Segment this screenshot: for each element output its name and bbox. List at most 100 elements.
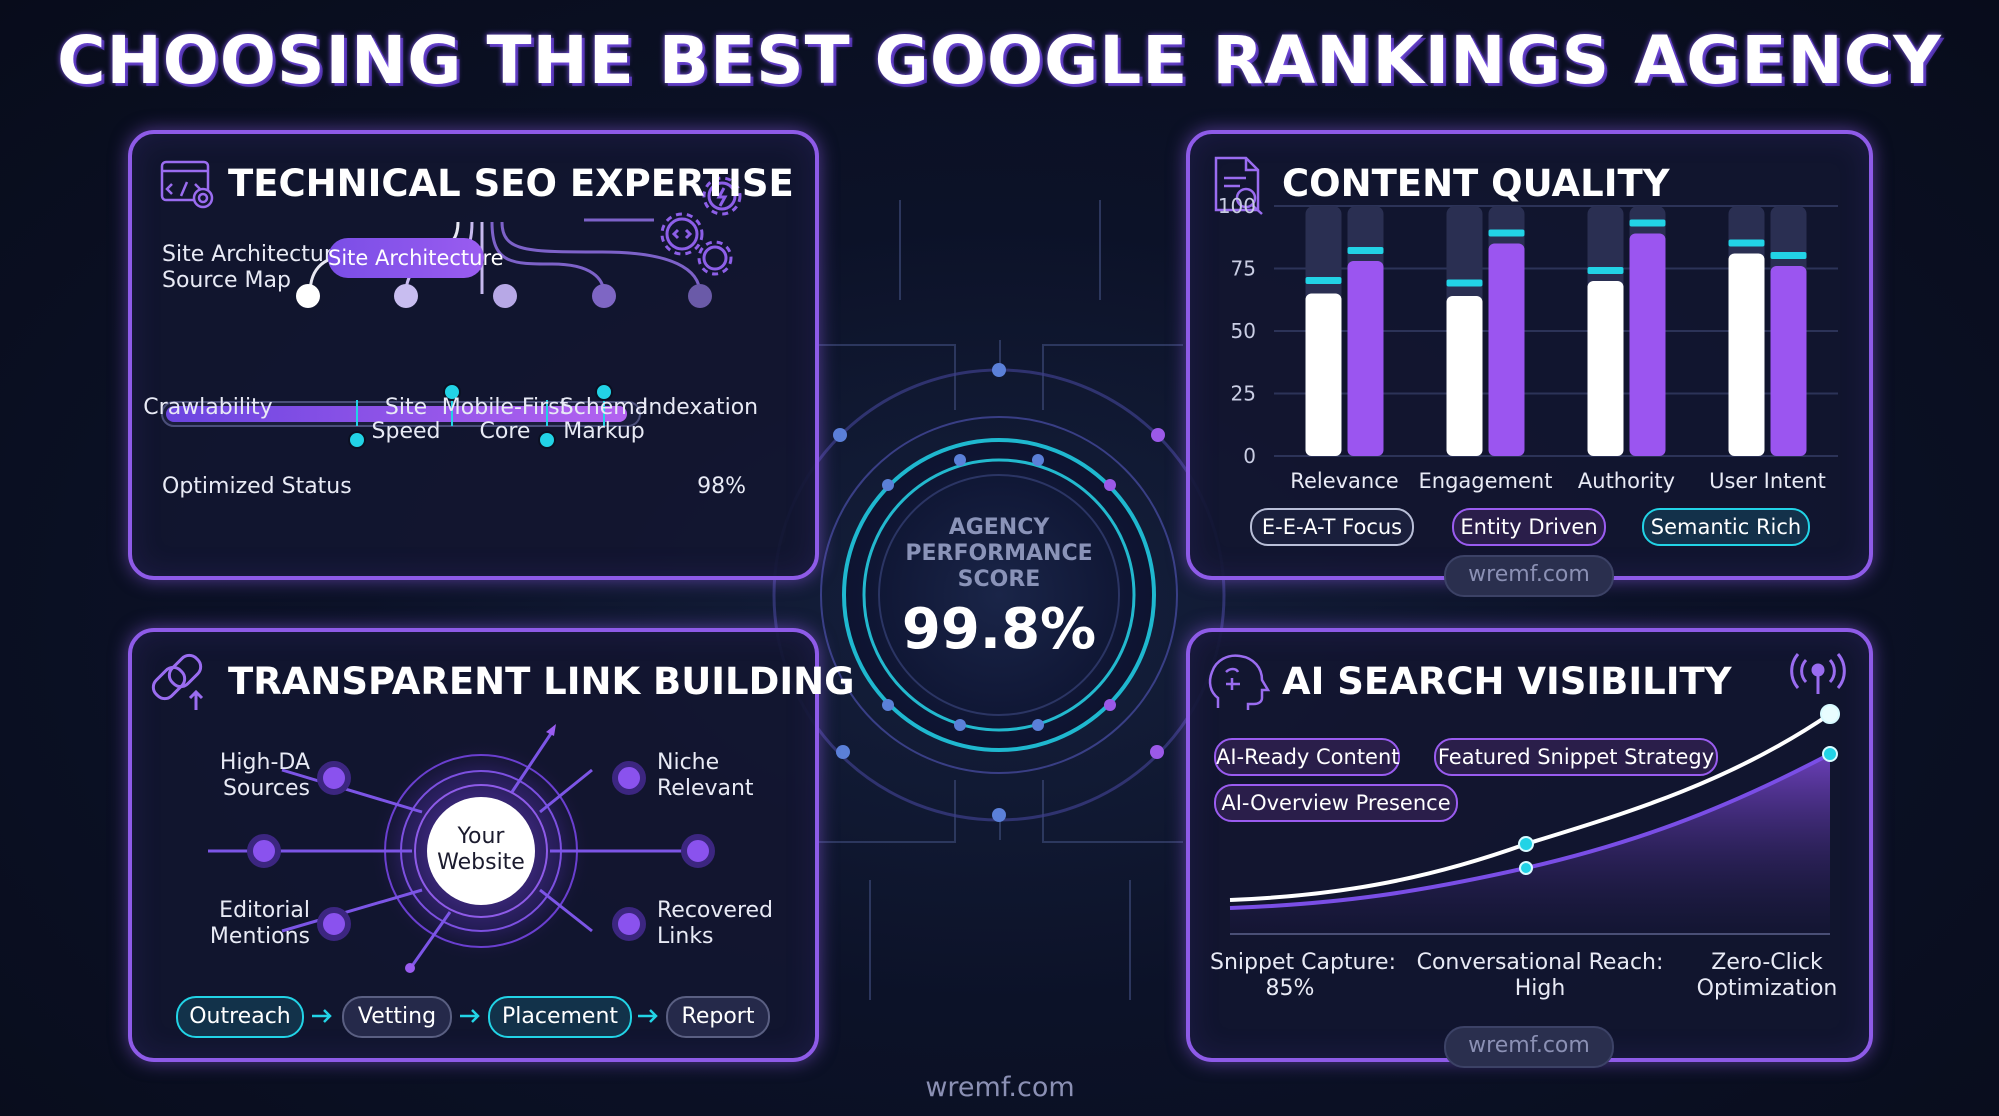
root-pill[interactable]: Site Architecture — [328, 238, 504, 278]
link-node-3-line2: Links — [657, 924, 714, 949]
node-schema — [592, 284, 616, 308]
y-tick-label: 100 — [1218, 194, 1256, 218]
bar-marker — [1728, 239, 1765, 247]
footer-watermark: wremf.com — [925, 1072, 1075, 1103]
link-node-label-3: Recovered Links — [657, 898, 797, 950]
ai-stat-0: Snippet Capture: 85% — [1210, 950, 1396, 1002]
bar — [1446, 296, 1483, 456]
tech-node-0-line1: Crawlability — [143, 395, 273, 420]
x-tick-label: Relevance — [1290, 469, 1398, 493]
tech-node-3-line1: Schema — [559, 395, 649, 420]
step-vetting[interactable]: Vetting — [342, 996, 452, 1038]
ai-watermark: wremf.com — [1444, 1026, 1614, 1068]
node-site-speed — [394, 284, 418, 308]
map-label-line1: Site Architecture — [162, 242, 346, 267]
link-node-2-line2: Mentions — [209, 924, 310, 949]
link-node-label-1: Niche Relevant — [657, 750, 797, 802]
hub-label: Your Website — [421, 824, 541, 876]
link-node-1-line1: Niche — [657, 750, 720, 775]
content-chart: 0 25 50 75 100 Relevance Engagement Authority Us… — [1218, 194, 1838, 493]
tech-node-label-4: Indexation — [630, 396, 770, 420]
technical-seo-panel: TECHNICAL SEO EXPERTISE Site Architectur… — [128, 130, 819, 580]
link-node-label-0: High-DA Sources — [170, 750, 310, 802]
hub-label-line1: Your — [457, 824, 505, 849]
y-tick-label: 0 — [1243, 444, 1256, 468]
ai-search-panel: AI SEARCH VISIBILITY AI-Ready Content Fe… — [1186, 628, 1873, 1062]
score-value: 99.8% — [901, 597, 1097, 662]
score-label-line3: SCORE — [957, 567, 1041, 592]
y-tick-label: 25 — [1231, 382, 1256, 406]
code-window-icon — [160, 160, 214, 209]
y-tick-label: 75 — [1231, 257, 1256, 281]
hub-label-line2: Website — [437, 850, 525, 875]
tech-node-label-1: Site Speed — [346, 396, 466, 444]
ai-stat-0-line2: 85% — [1265, 976, 1315, 1001]
tech-node-3-line2: Markup — [563, 419, 645, 444]
link-node-0-line1: High-DA — [219, 750, 310, 775]
bar-marker — [1488, 229, 1525, 237]
bar-marker — [1587, 267, 1624, 274]
step-report[interactable]: Report — [666, 996, 770, 1038]
bar-marker — [1629, 219, 1666, 227]
map-label: Site Architecture Source Map — [162, 242, 346, 294]
x-tick-label: Engagement — [1419, 469, 1553, 493]
bar — [1488, 243, 1525, 456]
content-quality-panel: 0 25 50 75 100 Relevance Engagement Authority Us… — [1186, 130, 1873, 580]
ai-stat-1-line1: Conversational Reach: — [1416, 950, 1664, 975]
broadcast-icon — [1790, 653, 1846, 694]
brain-head-icon — [1208, 654, 1271, 710]
ai-title: AI SEARCH VISIBILITY — [1282, 660, 1732, 703]
link-chain-icon — [151, 653, 204, 710]
bar-marker — [1347, 247, 1384, 254]
technical-title: TECHNICAL SEO EXPERTISE — [228, 162, 794, 205]
map-label-line2: Source Map — [162, 268, 291, 293]
link-svg — [151, 653, 715, 1023]
link-title: TRANSPARENT LINK BUILDING — [228, 660, 855, 703]
tag-ai-ready[interactable]: AI-Ready Content — [1214, 738, 1400, 776]
tech-node-1-line1: Site — [384, 395, 428, 420]
tech-node-2-line1: Mobile-First — [441, 395, 569, 420]
tag-featured-snippet[interactable]: Featured Snippet Strategy — [1434, 738, 1718, 776]
tag-entity[interactable]: Entity Driven — [1452, 508, 1606, 546]
ai-stat-2-line2: Optimization — [1696, 976, 1838, 1001]
gears-icon — [660, 176, 742, 276]
content-svg — [1214, 156, 1263, 215]
bar-marker — [1305, 277, 1342, 284]
tag-semantic[interactable]: Semantic Rich — [1642, 508, 1810, 546]
tech-node-2-line2: Core — [479, 419, 531, 444]
bar — [1305, 293, 1342, 456]
bar — [1770, 266, 1807, 456]
bar — [1728, 253, 1765, 456]
score-label-line2: PERFORMANCE — [905, 541, 1093, 566]
link-node-label-2: Editorial Mentions — [170, 898, 310, 950]
ai-stat-2: Zero-Click Optimization — [1692, 950, 1842, 1002]
x-tick-label: Authority — [1578, 469, 1675, 493]
performance-score: AGENCY PERFORMANCE SCORE 99.8% — [879, 515, 1119, 662]
bar-marker — [1446, 279, 1483, 287]
content-watermark: wremf.com — [1444, 555, 1614, 597]
tech-node-1-line2: Speed — [371, 419, 441, 444]
score-label-line1: AGENCY — [948, 515, 1050, 540]
tag-ai-overview[interactable]: AI-Overview Presence — [1214, 784, 1458, 822]
status-label: Optimized Status — [162, 474, 352, 499]
link-node-2-line1: Editorial — [219, 898, 310, 923]
tag-eeat[interactable]: E-E-A-T Focus — [1250, 508, 1414, 546]
ai-stat-2-line1: Zero-Click — [1711, 950, 1823, 975]
step-placement[interactable]: Placement — [488, 996, 632, 1038]
content-title: CONTENT QUALITY — [1282, 162, 1670, 205]
link-node-0-line2: Sources — [222, 776, 310, 801]
step-outreach[interactable]: Outreach — [176, 996, 304, 1038]
node-mobile-first — [493, 284, 517, 308]
tech-node-4-line1: Indexation — [641, 395, 759, 420]
bar-marker — [1770, 252, 1807, 259]
link-node-1-line2: Relevant — [657, 776, 754, 801]
ai-stat-1: Conversational Reach: High — [1410, 950, 1670, 1002]
progress-fill — [166, 406, 627, 422]
score-label: AGENCY PERFORMANCE SCORE — [879, 515, 1119, 593]
ai-stat-0-line1: Snippet Capture: — [1210, 950, 1396, 975]
page-title: CHOOSING THE BEST GOOGLE RANKINGS AGENCY — [57, 22, 1942, 99]
tech-node-label-2: Mobile-First Core — [425, 396, 585, 444]
document-search-icon — [1214, 156, 1263, 215]
node-crawlability — [296, 284, 320, 308]
